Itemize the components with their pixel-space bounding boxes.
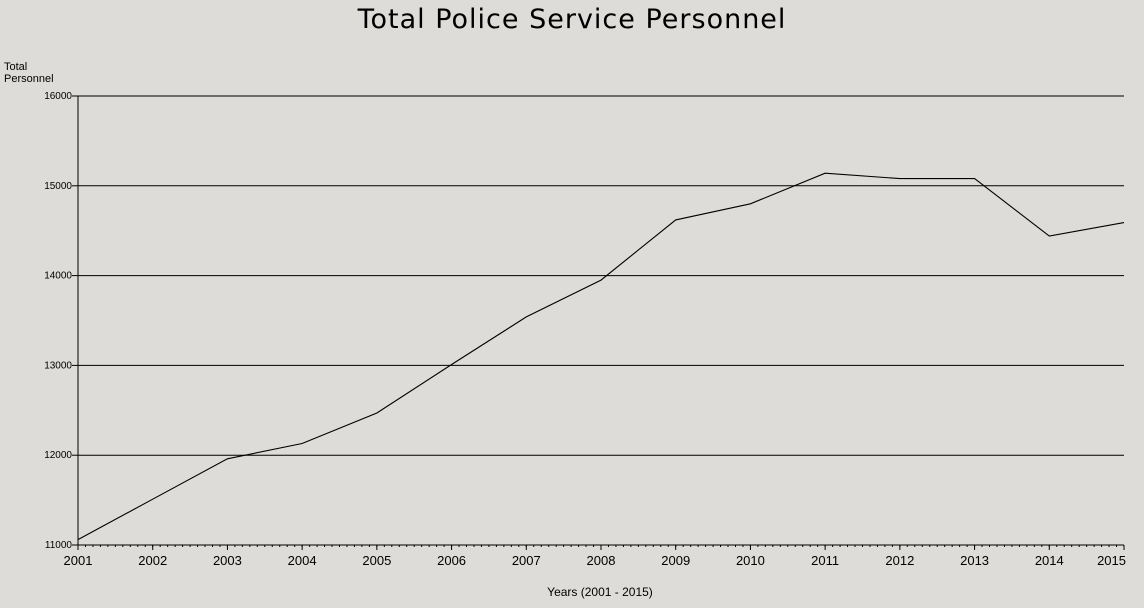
x-tick-label: 2012 [885,553,914,568]
axes [72,95,1125,550]
y-tick-label: 12000 [44,450,72,461]
x-tick-label: 2003 [213,553,242,568]
x-tick-label: 2002 [138,553,167,568]
y-axis-title: Total Personnel [4,61,54,85]
x-tick-label: 2009 [661,553,690,568]
y-tick-label: 13000 [44,360,72,371]
series-line [77,172,1125,541]
chart-title: Total Police Service Personnel [357,4,787,35]
tick-labels: 11000 12000 13000 14000 15000 16000 2001 2002 20… [44,91,1126,568]
x-tick-label: 2007 [512,553,541,568]
series-lines [77,172,1125,541]
y-tick-label: 14000 [44,271,72,282]
x-tick-label: 2015 [1097,553,1126,568]
x-tick-label: 2006 [437,553,466,568]
y-tick-label: 16000 [44,91,72,102]
x-tick-label: 2005 [362,553,391,568]
x-tick-label: 2010 [736,553,765,568]
x-axis-title: Years (2001 - 2015) [547,585,653,599]
y-tick-label: 15000 [44,181,72,192]
x-tick-label: 2014 [1035,553,1064,568]
x-tick-label: 2004 [288,553,317,568]
x-tick-label: 2013 [960,553,989,568]
x-tick-label: 2011 [811,553,839,568]
x-tick-label: 2001 [64,553,93,568]
grid-lines [78,95,1124,456]
x-tick-label: 2008 [587,553,616,568]
y-tick-label: 11000 [45,540,73,551]
